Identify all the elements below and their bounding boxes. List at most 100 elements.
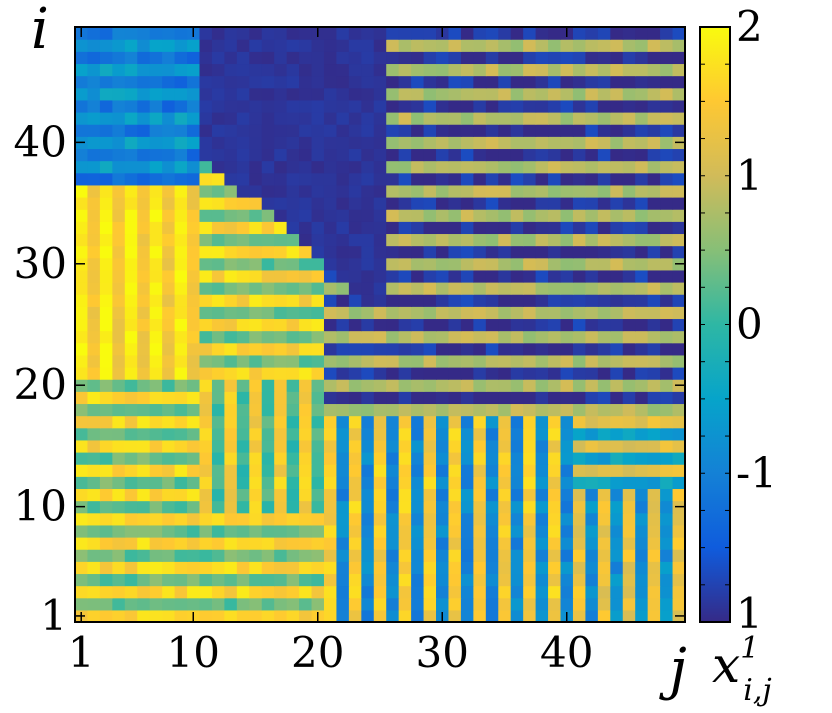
- heat-cell: [523, 573, 537, 587]
- heat-cell: [199, 99, 213, 113]
- heat-cell: [622, 561, 636, 575]
- heat-cell: [187, 561, 201, 575]
- heat-cell: [137, 39, 151, 52]
- heat-cell: [411, 136, 425, 150]
- y-tick-label: 40: [14, 117, 67, 166]
- heat-cell: [373, 136, 387, 150]
- heat-cell: [560, 342, 574, 356]
- heat-cell: [348, 184, 362, 198]
- heat-cell: [224, 27, 238, 40]
- heat-cell: [149, 330, 163, 344]
- heat-cell: [274, 585, 288, 599]
- heat-cell: [211, 452, 225, 465]
- heat-cell: [112, 464, 126, 477]
- heat-cell: [560, 63, 574, 77]
- heat-cell: [149, 51, 163, 65]
- heat-cell: [585, 87, 599, 101]
- heat-cell: [323, 415, 338, 429]
- heat-cell: [436, 184, 450, 198]
- heat-cell: [560, 184, 574, 198]
- heat-cell: [261, 233, 275, 247]
- heat-cell: [560, 488, 574, 502]
- heat-cell: [149, 391, 163, 405]
- heat-cell: [660, 257, 674, 271]
- heat-cell: [498, 75, 512, 89]
- heat-cell: [323, 391, 338, 405]
- heat-cell: [149, 87, 163, 101]
- heat-cell: [211, 87, 225, 101]
- heat-cell: [411, 500, 425, 514]
- heat-cell: [548, 488, 562, 502]
- heat-cell: [523, 464, 537, 477]
- heat-cell: [523, 148, 537, 162]
- heat-cell: [660, 233, 674, 247]
- heat-cell: [585, 148, 599, 162]
- heat-cell: [361, 549, 375, 562]
- heat-cell: [398, 27, 412, 40]
- heat-cell: [224, 330, 238, 344]
- heat-cell: [75, 209, 89, 222]
- heat-cell: [286, 609, 300, 623]
- heat-cell: [361, 597, 375, 611]
- heat-cell: [436, 257, 450, 271]
- heat-cell: [87, 257, 101, 271]
- heat-cell: [373, 124, 387, 137]
- heat-cell: [286, 452, 300, 465]
- heat-cell: [610, 294, 624, 307]
- heat-cell: [386, 318, 400, 332]
- heat-cell: [199, 549, 213, 562]
- heat-cell: [473, 330, 487, 344]
- heat-cell: [660, 306, 674, 320]
- heat-cell: [473, 282, 487, 295]
- heat-cell: [299, 269, 313, 283]
- heat-cell: [224, 51, 238, 65]
- heat-cell: [274, 39, 288, 52]
- heat-cell: [436, 148, 450, 162]
- heat-cell: [174, 269, 188, 283]
- heat-cell: [336, 160, 350, 174]
- heat-cell: [535, 452, 549, 465]
- heat-cell: [373, 233, 387, 247]
- heat-cell: [635, 75, 649, 89]
- heat-cell: [460, 39, 474, 52]
- heat-cell: [672, 537, 686, 550]
- heat-cell: [622, 148, 636, 162]
- heat-cell: [535, 524, 549, 538]
- heat-cell: [523, 99, 537, 113]
- heat-cell: [635, 197, 649, 210]
- heat-cell: [585, 99, 599, 113]
- heat-cell: [572, 184, 587, 198]
- heat-cell: [199, 27, 213, 40]
- heat-cell: [510, 245, 524, 259]
- heat-cell: [473, 269, 487, 283]
- heat-cell: [436, 233, 450, 247]
- heat-cell: [660, 537, 674, 550]
- heat-cell: [498, 597, 512, 611]
- heat-cell: [548, 573, 562, 587]
- heat-cell: [336, 39, 350, 52]
- heat-cell: [299, 537, 313, 550]
- heat-cell: [149, 609, 163, 623]
- heat-cell: [572, 51, 587, 65]
- heat-cell: [411, 306, 425, 320]
- heat-cell: [635, 609, 649, 623]
- heat-cell: [635, 282, 649, 295]
- heat-cell: [87, 318, 101, 332]
- heat-cell: [112, 75, 126, 89]
- heat-cell: [336, 75, 350, 89]
- heat-cell: [149, 524, 163, 538]
- heat-cell: [236, 561, 250, 575]
- heat-cell: [473, 537, 487, 550]
- heat-cell: [597, 233, 611, 247]
- heat-cell: [75, 184, 89, 198]
- heat-cell: [261, 597, 275, 611]
- heat-cell: [323, 585, 338, 599]
- heat-cell: [597, 136, 611, 150]
- heat-cell: [336, 476, 350, 490]
- heat-cell: [348, 124, 362, 137]
- heat-cell: [535, 51, 549, 65]
- heat-cell: [660, 330, 674, 344]
- heat-cell: [510, 342, 524, 356]
- heat-cell: [535, 512, 549, 526]
- heat-cell: [386, 75, 400, 89]
